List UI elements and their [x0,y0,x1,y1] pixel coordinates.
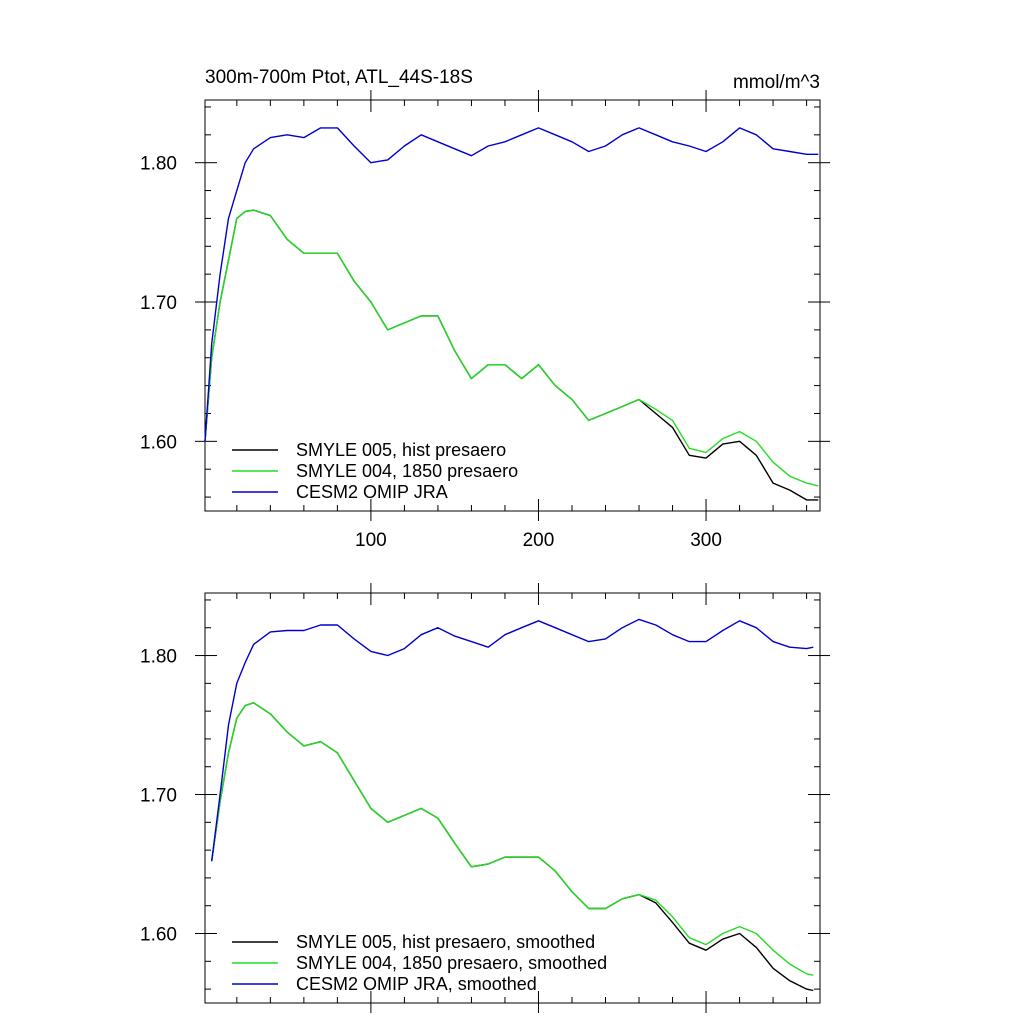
legend-label: SMYLE 005, hist presaero [296,440,506,460]
legend-label: SMYLE 004, 1850 presaero, smoothed [296,953,607,973]
y-tick-label: 1.80 [140,647,177,668]
legend-label: SMYLE 004, 1850 presaero [296,461,518,481]
plot-frame [204,592,821,1004]
x-tick-label: 200 [523,530,555,551]
legend: SMYLE 005, hist presaero, smoothedSMYLE … [232,932,607,994]
bottom-panel: 1.60 1.70 1.80 SMYLE 005, hist presaero, sm… [140,583,830,1013]
y-tick-label: 1.70 [140,293,177,314]
series-line-2 [204,209,819,487]
top-panel: 100 200 300 1.60 1.70 1.80 SMYLE 005, hist pre… [140,90,830,551]
series-line-2 [211,702,814,976]
series-line-3 [204,127,819,442]
units-label: mmol/m^3 [733,72,820,93]
y-tick-label: 1.70 [140,786,177,807]
legend-label: CESM2 OMIP JRA [296,482,448,502]
y-tick-label: 1.80 [140,154,177,175]
plot-frame [204,99,821,512]
series-line-3 [211,618,814,862]
x-tick-label: 300 [690,530,722,551]
legend-label: CESM2 OMIP JRA, smoothed [296,974,537,994]
y-tick-label: 1.60 [140,925,177,946]
y-tick-label: 1.60 [140,432,177,453]
chart-title: 300m-700m Ptot, ATL_44S-18S [205,67,473,88]
x-tick-label: 100 [355,530,387,551]
legend-label: SMYLE 005, hist presaero, smoothed [296,932,595,952]
